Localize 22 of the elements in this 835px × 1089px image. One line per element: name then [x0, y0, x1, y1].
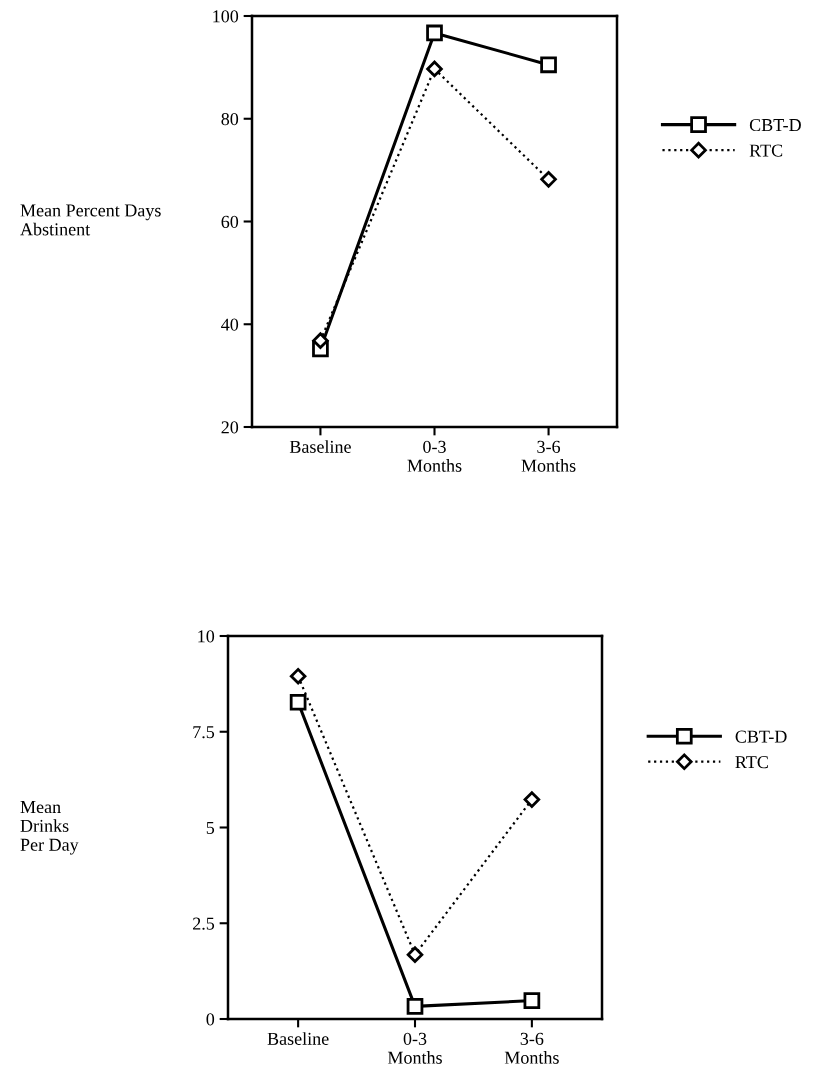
- y-tick-label: 80: [221, 113, 239, 126]
- x-tick-label: 3-6 Months: [521, 440, 576, 472]
- y-tick-label: 5: [206, 821, 215, 834]
- y-axis-title: Mean Drinks Per Day: [20, 801, 79, 855]
- x-tick-label: 0-3 Months: [407, 440, 462, 472]
- y-tick-label: 20: [221, 421, 239, 434]
- y-tick-label: 2.5: [193, 917, 215, 930]
- y-tick-label: 40: [221, 318, 239, 331]
- y-tick-label: 100: [213, 10, 239, 23]
- y-tick-label: 10: [198, 630, 215, 643]
- y-tick-label: 7.5: [193, 726, 215, 739]
- x-tick-label: 0-3 Months: [387, 1032, 442, 1064]
- y-tick-label: 60: [221, 215, 239, 228]
- legend-label: CBT-D: [749, 118, 801, 132]
- y-axis-title: Mean Percent Days Abstinent: [20, 204, 161, 236]
- x-tick-label: 3-6 Months: [504, 1032, 559, 1064]
- legend-label: RTC: [735, 756, 768, 769]
- y-tick-label: 0: [206, 1013, 215, 1026]
- x-tick-label: Baseline: [289, 440, 351, 453]
- legend-label: RTC: [749, 144, 783, 157]
- x-tick-label: Baseline: [267, 1032, 329, 1045]
- legend-label: CBT-D: [735, 730, 787, 743]
